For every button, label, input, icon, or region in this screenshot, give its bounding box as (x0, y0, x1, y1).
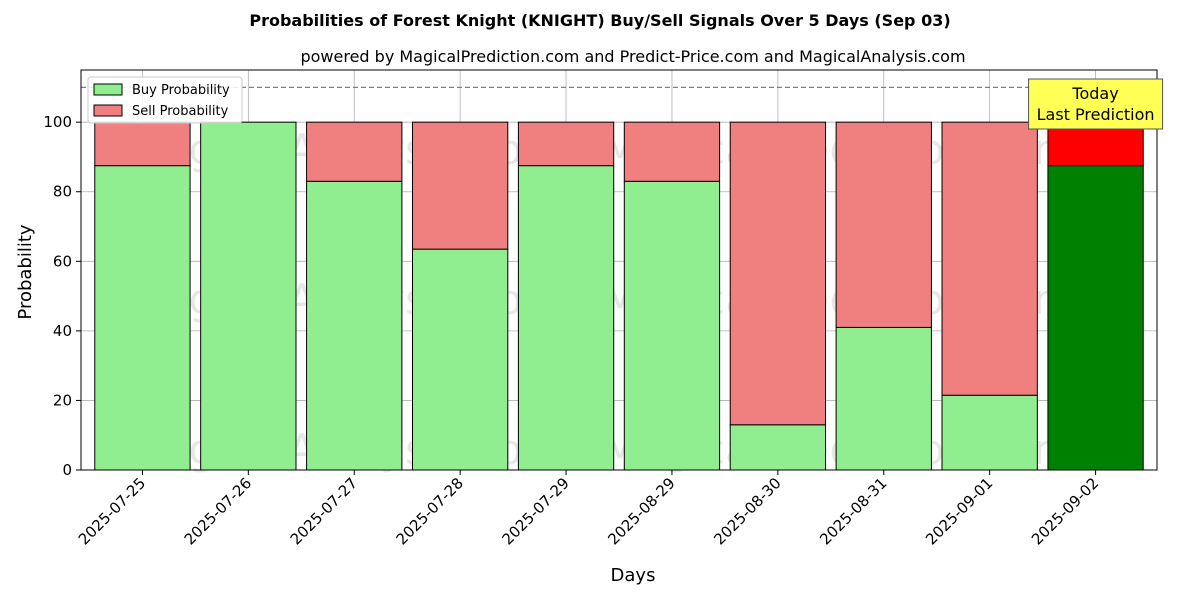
y-tick-label: 0 (62, 461, 72, 479)
buy-bar (306, 180, 403, 471)
x-axis-label: Days (611, 565, 656, 586)
buy-bar (941, 394, 1038, 471)
annotation-text: Last Prediction (1037, 105, 1155, 124)
sell-bar (729, 121, 827, 426)
sell-bar (835, 121, 932, 328)
buy-bar (835, 326, 932, 471)
buy-bar (1047, 165, 1144, 471)
legend-label: Sell Probability (132, 104, 229, 119)
x-tick-label: 2025-09-01 (922, 474, 996, 548)
buy-bar (200, 121, 297, 471)
legend-swatch (93, 83, 123, 96)
plot-frame (80, 69, 1158, 471)
x-tick-label: 2025-09-02 (1028, 474, 1102, 548)
y-ticks: 0 20 40 60 80 100 (43, 113, 81, 479)
buy-bar (411, 248, 509, 471)
x-tick-label: 2025-08-29 (604, 474, 678, 548)
y-tick-label: 80 (53, 183, 72, 201)
x-tick-label: 2025-07-27 (287, 474, 361, 548)
buy-bar (94, 165, 191, 471)
y-tick-label: 40 (53, 322, 72, 340)
today-annotation: Today Last Prediction (1028, 78, 1164, 130)
sell-bar (623, 121, 721, 182)
sell-bar (94, 121, 191, 167)
y-tick-label: 60 (53, 252, 72, 270)
x-tick-label: 2025-07-25 (75, 474, 149, 548)
legend: Buy Probability Sell Probability (87, 76, 243, 124)
chart-subtitle: powered by MagicalPrediction.com and Pre… (300, 47, 965, 66)
legend-swatch (93, 104, 123, 117)
x-tick-label: 2025-08-31 (816, 474, 890, 548)
sell-bar (941, 121, 1038, 396)
x-tick-label: 2025-08-30 (710, 474, 784, 548)
annotation-box (1028, 78, 1164, 130)
legend-box (87, 76, 243, 124)
sell-bar (411, 121, 509, 250)
chart-title: Probabilities of Forest Knight (KNIGHT) … (249, 11, 950, 30)
legend-label: Buy Probability (132, 83, 230, 98)
y-tick-label: 20 (53, 391, 72, 409)
buy-bar (623, 180, 721, 471)
buy-bar (729, 424, 827, 471)
y-tick-label: 100 (43, 113, 72, 131)
x-tick-label: 2025-07-26 (181, 474, 255, 548)
x-tick-label: 2025-07-28 (393, 474, 467, 548)
x-tick-label: 2025-07-29 (498, 474, 572, 548)
x-ticks: 2025-07-25 2025-07-26 2025-07-27 2025-07-28… (75, 470, 1102, 548)
buy-bar (517, 165, 615, 471)
sell-bar (517, 121, 615, 167)
y-axis-label: Probability (15, 224, 36, 319)
bars (94, 121, 1144, 471)
annotation-text: Today (1071, 84, 1118, 103)
sell-bar (306, 121, 403, 182)
